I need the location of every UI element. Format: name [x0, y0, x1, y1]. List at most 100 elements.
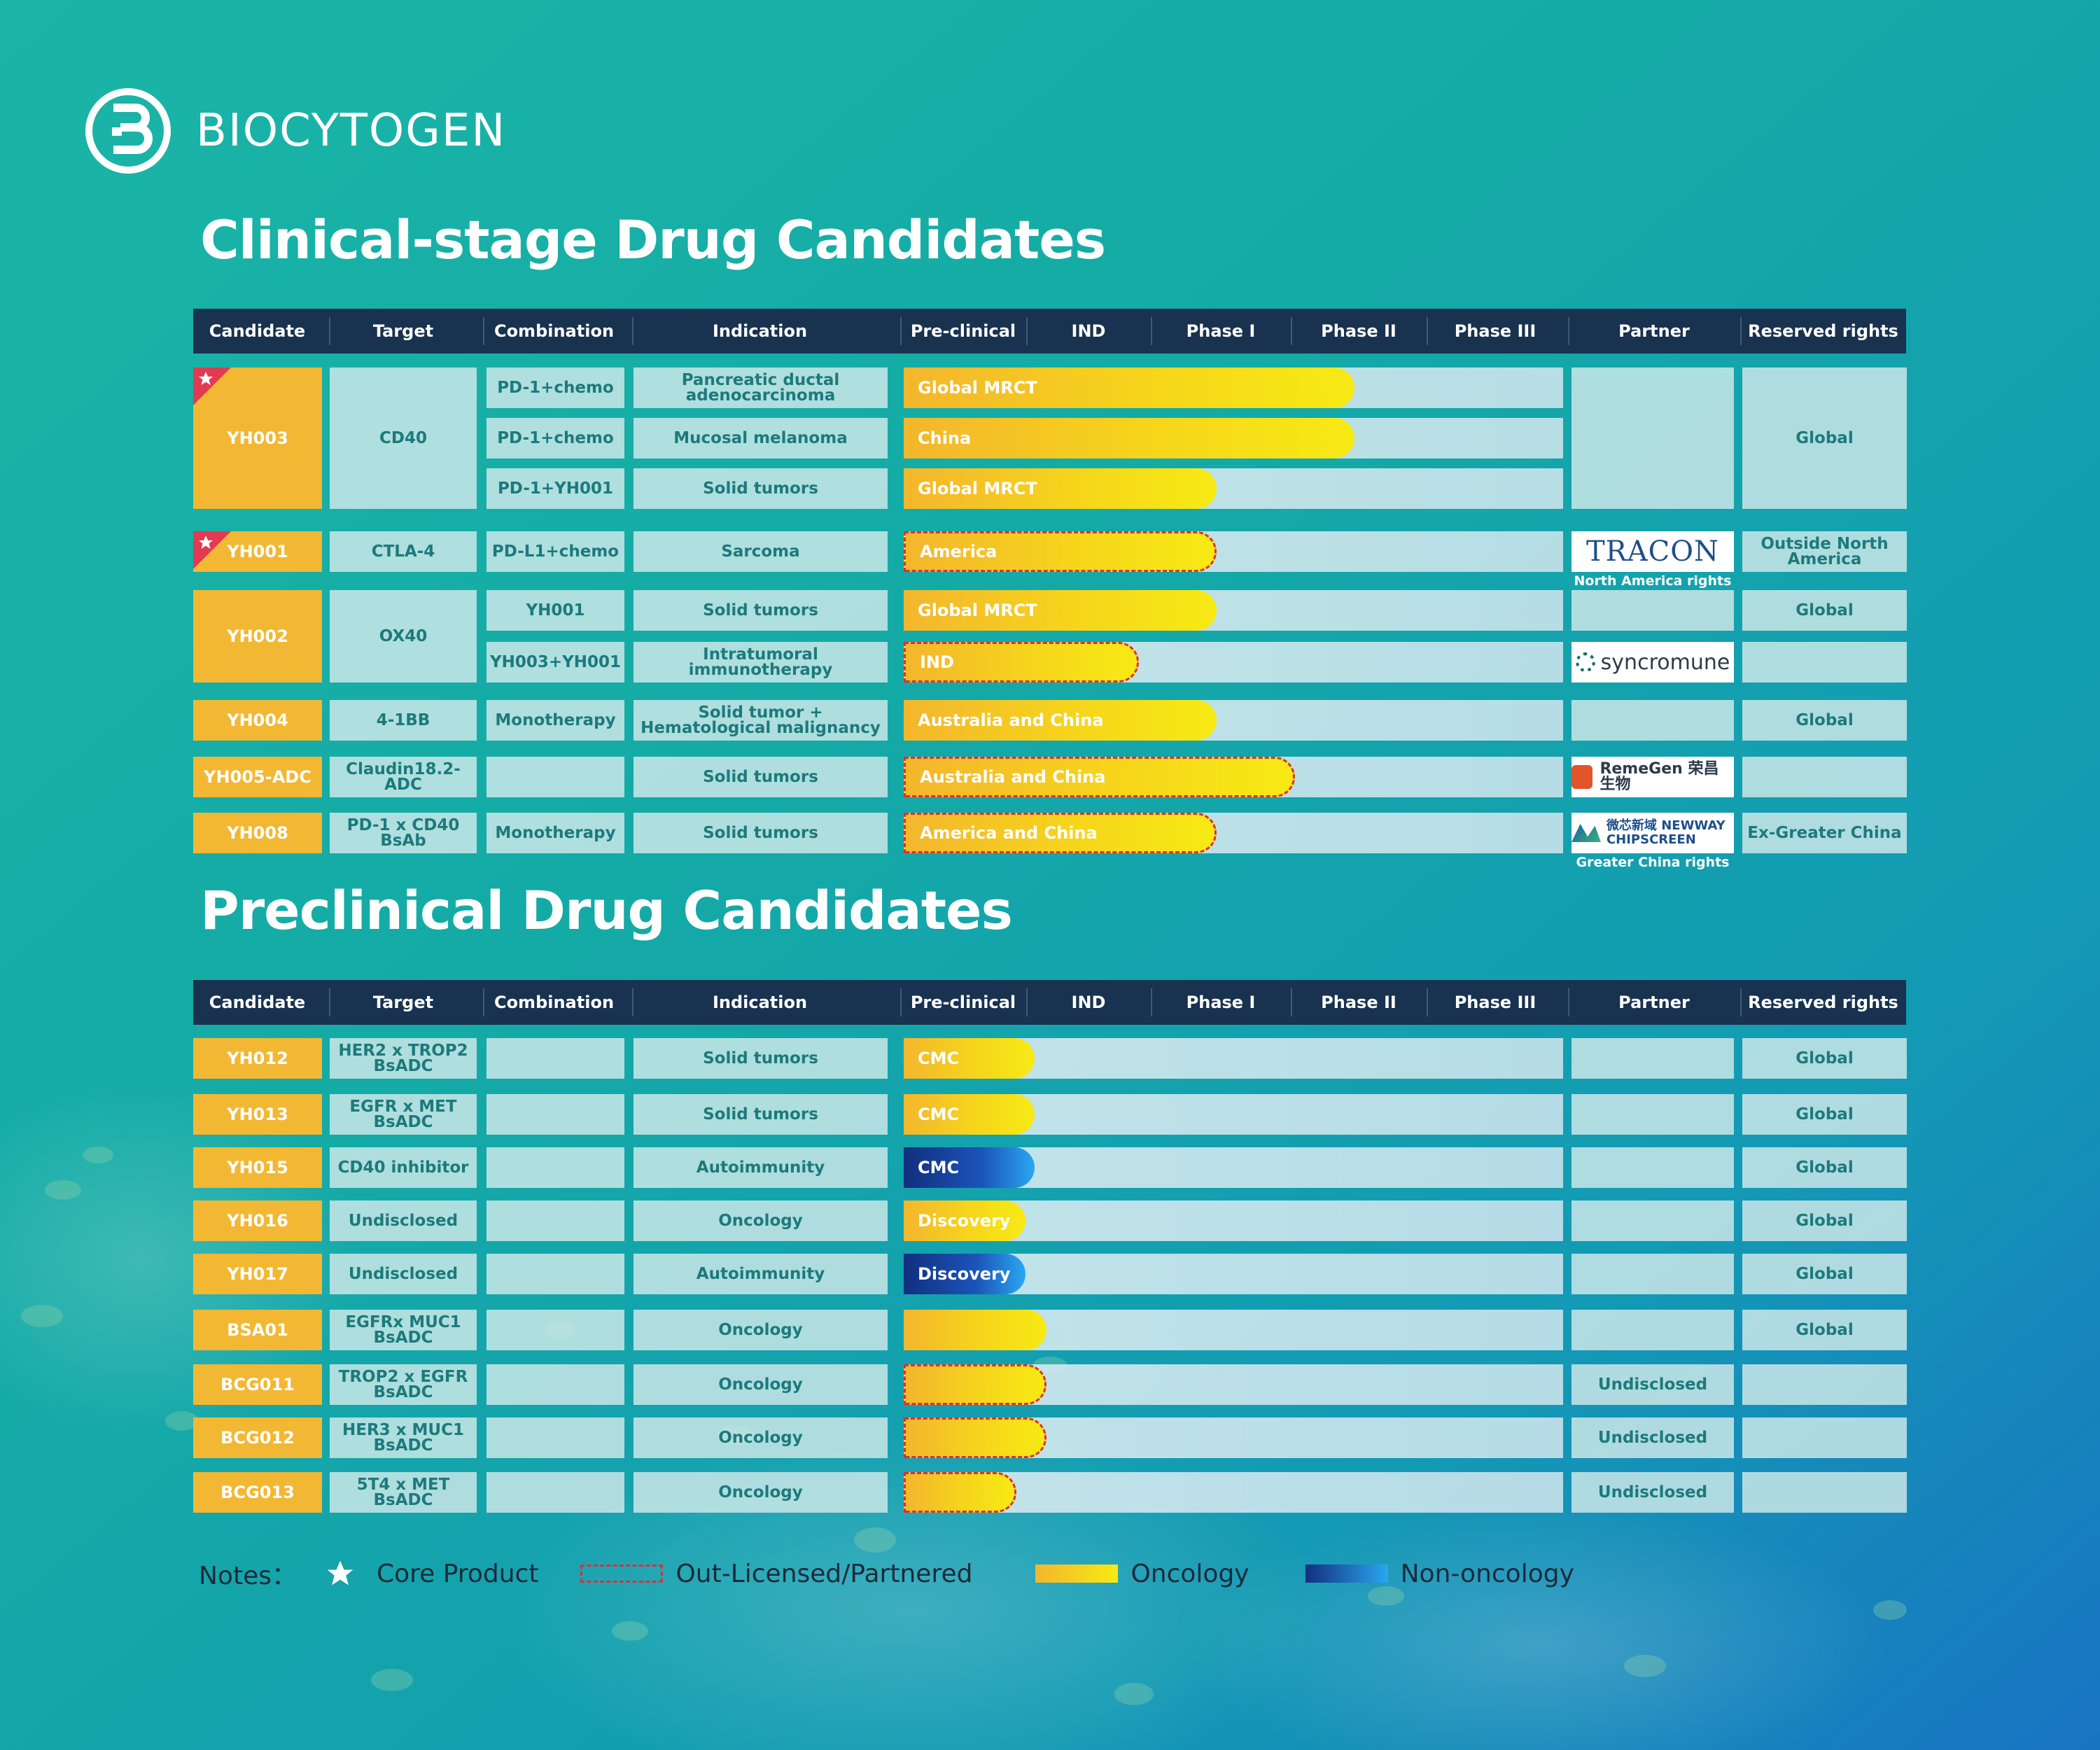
candidate-cell: YH012	[193, 1038, 322, 1079]
partner-cell	[1572, 700, 1734, 741]
target-cell: Claudin18.2-ADC	[330, 757, 477, 797]
table-header: Candidate Target Combination Indication Pre-…	[193, 980, 1906, 1025]
candidate-cell: YH017	[193, 1254, 322, 1294]
partner-rights-note: North America rights	[1574, 573, 1732, 589]
clinical-title: Clinical-stage Drug Candidates	[200, 209, 1106, 271]
header-partner: Partner	[1618, 321, 1690, 341]
combination-cell	[486, 1200, 624, 1241]
rights-cell: Global	[1742, 1147, 1907, 1188]
tracon-logo: TRACON	[1586, 536, 1720, 568]
partner-cell	[1572, 1147, 1734, 1188]
bar-label: Global MRCT	[918, 378, 1037, 398]
core-product-star-icon	[193, 531, 231, 569]
indication-cell: Sarcoma	[634, 531, 888, 572]
header-candidate: Candidate	[209, 321, 306, 341]
header-combination: Combination	[493, 321, 615, 341]
progress-bar: Global MRCT	[904, 368, 1354, 408]
bar-label: CMC	[918, 1158, 960, 1177]
rights-cell: Global	[1742, 1038, 1907, 1079]
combination-cell	[486, 1254, 624, 1294]
rights-cell: Global	[1742, 1254, 1907, 1294]
notes-core: Core Product	[376, 1559, 539, 1588]
partner-cell: Undisclosed	[1572, 1472, 1734, 1513]
progress-bar: Australia and China	[904, 700, 1217, 741]
oncology-swatch	[1035, 1564, 1119, 1583]
header-divider	[900, 988, 902, 1016]
rights-cell: Outside North America	[1742, 531, 1907, 572]
header-divider	[1740, 317, 1742, 345]
rights-cell: Global	[1742, 368, 1907, 509]
indication-cell: Oncology	[634, 1200, 888, 1241]
notes-non-oncology: Non-oncology	[1400, 1559, 1574, 1588]
progress-bar	[904, 1418, 1046, 1458]
combination-cell	[486, 1094, 624, 1135]
header-phase-iii: Phase III	[1454, 993, 1536, 1012]
remegen-logo: RemeGen 荣昌生物	[1600, 760, 1719, 793]
header-ind: IND	[1071, 321, 1106, 341]
target-cell: CD40	[330, 368, 477, 509]
target-cell: EGFR x MET BsADC	[330, 1094, 477, 1135]
progress-bar: Discovery	[904, 1254, 1026, 1294]
combination-cell	[486, 1310, 624, 1350]
syncromune-logo: syncromune	[1600, 650, 1730, 675]
star-icon	[327, 1560, 354, 1586]
combination-cell: PD-L1+chemo	[486, 531, 624, 572]
header-divider	[1568, 988, 1569, 1016]
core-product-star-icon	[193, 368, 231, 405]
combination-cell: YH003+YH001	[486, 642, 624, 682]
candidate-cell: YH008	[193, 813, 322, 853]
combination-cell	[486, 757, 624, 797]
partner-cell: Undisclosed	[1572, 1418, 1734, 1458]
header-divider	[1026, 317, 1028, 345]
notes-label: Notes：	[199, 1562, 297, 1590]
indication-cell: Intratumoral immunotherapy	[634, 642, 888, 682]
partner-cell	[1572, 1310, 1734, 1350]
indication-cell: Solid tumors	[634, 813, 888, 853]
header-divider	[329, 988, 330, 1016]
indication-cell: Autoimmunity	[634, 1147, 888, 1188]
progress-bar: Australia and China	[904, 757, 1295, 797]
header-divider	[483, 317, 484, 345]
target-cell: Undisclosed	[330, 1254, 477, 1294]
partner-cell	[1572, 368, 1734, 509]
header-divider	[1291, 317, 1292, 345]
bar-label: CMC	[918, 1049, 960, 1068]
biocytogen-logo-icon	[85, 88, 171, 174]
brand-name: BIOCYTOGEN	[196, 105, 507, 157]
bar-label: America and China	[920, 823, 1098, 843]
rights-cell	[1742, 642, 1907, 682]
bar-label: China	[918, 428, 972, 448]
indication-cell: Oncology	[634, 1418, 888, 1458]
header-divider	[1427, 317, 1428, 345]
candidate-cell: YH005-ADC	[193, 757, 322, 797]
partner-cell: Undisclosed	[1572, 1364, 1734, 1405]
header-divider	[483, 988, 484, 1016]
combination-cell: PD-1+chemo	[486, 368, 624, 408]
header-phase-ii: Phase II	[1321, 993, 1396, 1012]
header-pre-clinical: Pre-clinical	[910, 993, 1016, 1012]
partner-logo: RemeGen 荣昌生物	[1572, 757, 1734, 797]
partner-logo: syncromune	[1572, 642, 1734, 682]
partner-rights-note: Greater China rights	[1576, 855, 1730, 870]
header-divider	[1151, 988, 1152, 1016]
header-divider	[632, 317, 634, 345]
progress-bar	[904, 1310, 1046, 1350]
progress-bar: Discovery	[904, 1200, 1026, 1241]
partnered-swatch	[580, 1564, 664, 1583]
target-cell: HER2 x TROP2 BsADC	[330, 1038, 477, 1079]
header-divider	[1740, 988, 1742, 1016]
non-oncology-swatch	[1305, 1564, 1388, 1583]
rights-cell: Global	[1742, 1310, 1907, 1350]
rights-cell: Global	[1742, 1200, 1907, 1241]
header-reserved-rights: Reserved rights	[1748, 993, 1898, 1012]
target-cell: PD-1 x CD40 BsAb	[330, 813, 477, 853]
combination-cell	[486, 1147, 624, 1188]
header-divider	[1427, 988, 1428, 1016]
combination-cell	[486, 1472, 624, 1513]
indication-cell: Oncology	[634, 1472, 888, 1513]
header-indication: Indication	[712, 993, 808, 1012]
candidate-cell: BCG013	[193, 1472, 322, 1513]
partner-cell	[1572, 1094, 1734, 1135]
bar-label: Global MRCT	[918, 479, 1037, 498]
partner-cell	[1572, 590, 1734, 631]
